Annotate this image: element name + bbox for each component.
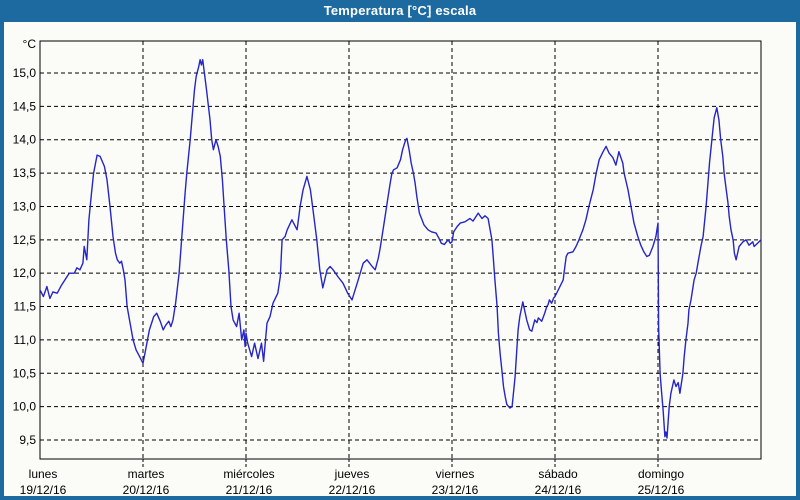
x-axis-day-label: martes — [128, 467, 165, 481]
x-axis-day-label: lunes — [29, 467, 58, 481]
x-axis-date-label: 23/12/16 — [432, 483, 479, 496]
window-title: Temperatura [°C] escala — [323, 3, 477, 18]
y-axis-unit-label: °C — [23, 37, 37, 51]
x-axis-day-label: viernes — [436, 467, 475, 481]
y-axis-tick-label: 14,0 — [13, 133, 37, 147]
x-axis-day-label: sábado — [538, 467, 578, 481]
x-axis-day-label: miércoles — [223, 467, 274, 481]
y-axis-tick-label: 13,5 — [13, 166, 37, 180]
temperature-chart: 15,0 14,5 14,0 13,5 13,0 12,5 12,0 11,5 11,0 10,5… — [13, 37, 762, 496]
y-axis-tick-label: 12,0 — [13, 266, 37, 280]
y-axis-tick-label: 14,5 — [13, 99, 37, 113]
x-axis-date-label: 21/12/16 — [226, 483, 273, 496]
x-axis-date-label: 22/12/16 — [329, 483, 376, 496]
x-axis-day-label: domingo — [638, 467, 684, 481]
y-axis-tick-label: 10,0 — [13, 400, 37, 414]
chart-area: 15,0 14,5 14,0 13,5 13,0 12,5 12,0 11,5 11,0 10,5… — [4, 22, 796, 496]
y-axis-tick-label: 11,0 — [14, 333, 37, 347]
x-axis-date-label: 24/12/16 — [535, 483, 582, 496]
x-axis-date-label: 20/12/16 — [123, 483, 170, 496]
temperature-series-line — [40, 59, 761, 439]
x-axis-date-label: 25/12/16 — [638, 483, 685, 496]
y-axis-tick-label: 10,5 — [13, 366, 37, 380]
x-axis-day-label: jueves — [334, 467, 370, 481]
y-axis-tick-label: 13,0 — [13, 199, 37, 213]
plot-frame — [39, 40, 762, 460]
y-axis-tick-label: 11,5 — [14, 300, 37, 314]
y-axis-tick-label: 15,0 — [13, 66, 37, 80]
y-axis-tick-label: 9,5 — [19, 433, 36, 447]
y-axis-tick-label: 12,5 — [13, 233, 37, 247]
window-title-bar[interactable]: Temperatura [°C] escala — [4, 0, 796, 22]
x-axis-date-label: 19/12/16 — [20, 483, 67, 496]
